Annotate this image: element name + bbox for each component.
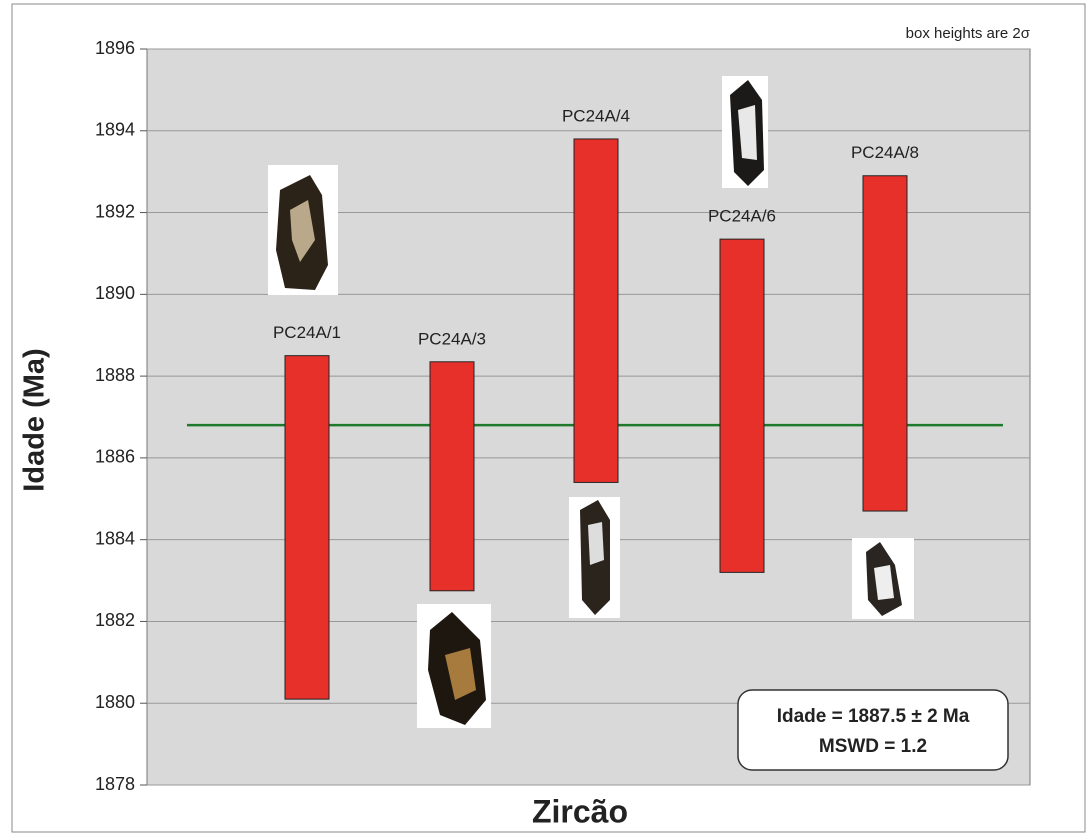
y-tick-label: 1888 <box>95 365 135 385</box>
y-axis-label: Idade (Ma) <box>19 348 51 491</box>
y-tick-label: 1890 <box>95 283 135 303</box>
result-text: Idade = 1887.5 ± 2 Ma <box>777 706 970 727</box>
y-tick-label: 1894 <box>95 120 135 140</box>
bar-label: PC24A/1 <box>273 323 341 342</box>
y-tick-label: 1878 <box>95 774 135 794</box>
bar <box>862 175 908 512</box>
grain <box>445 648 476 700</box>
annotation: box heights are 2σ <box>906 25 1031 42</box>
bar <box>573 138 619 483</box>
bar-label: PC24A/6 <box>708 207 776 226</box>
y-tick-label: 1882 <box>95 610 135 630</box>
result-box <box>737 689 1009 771</box>
grain <box>290 200 315 262</box>
bar <box>719 238 765 573</box>
bar <box>284 355 330 700</box>
x-axis-label: Zircão <box>532 793 628 829</box>
bar-label: PC24A/3 <box>418 329 486 348</box>
grain <box>874 565 894 600</box>
y-tick-label: 1886 <box>95 447 135 467</box>
y-tick-label: 1892 <box>95 201 135 221</box>
grain <box>738 105 757 160</box>
bar-label: PC24A/4 <box>562 106 630 125</box>
y-tick-label: 1884 <box>95 528 135 548</box>
grain <box>588 522 604 565</box>
result-text: MSWD = 1.2 <box>819 736 927 757</box>
grain-images <box>268 76 914 728</box>
y-tick-label: 1896 <box>95 38 135 58</box>
bar <box>429 361 475 592</box>
y-tick-label: 1880 <box>95 692 135 712</box>
bar-label: PC24A/8 <box>851 143 919 162</box>
marks <box>284 138 908 700</box>
